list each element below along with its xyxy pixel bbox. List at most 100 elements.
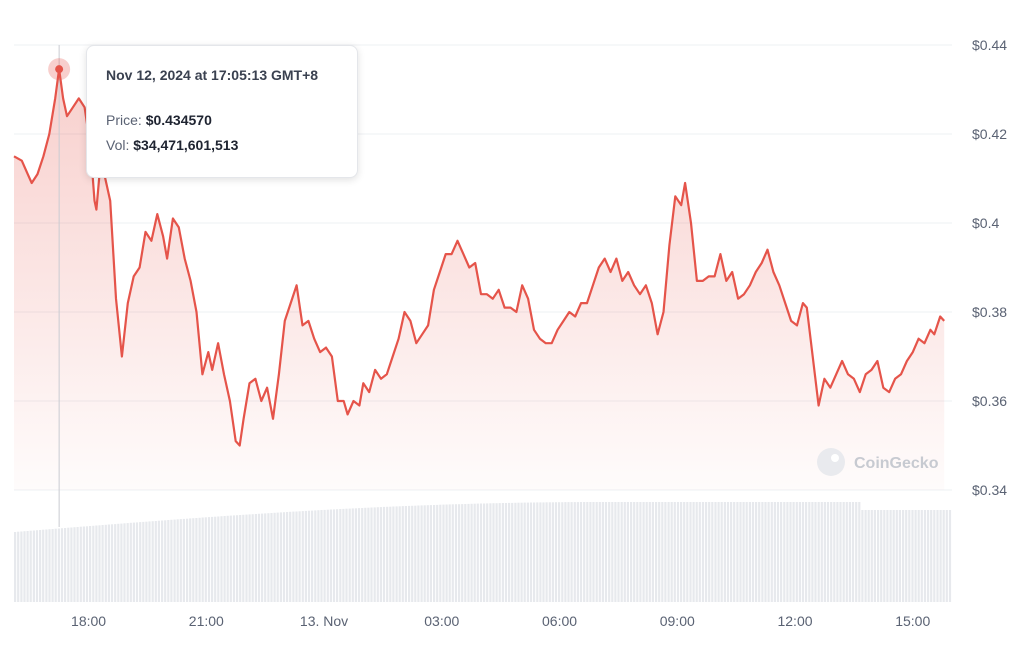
volume-bar [858, 502, 861, 602]
volume-bar [645, 502, 648, 602]
volume-bar [423, 505, 426, 602]
volume-bar [886, 510, 889, 602]
x-tick-label: 09:00 [660, 613, 695, 629]
volume-bar [198, 517, 201, 602]
volume-bar [317, 510, 320, 602]
volume-bar [651, 502, 654, 602]
volume-bar [836, 502, 839, 602]
volume-bar [23, 531, 26, 602]
volume-bar [826, 502, 830, 602]
volume-bar [207, 517, 211, 602]
volume-bar [167, 520, 170, 602]
volume-bar [839, 502, 842, 602]
volume-bar [939, 510, 942, 602]
volume-bar [101, 525, 104, 602]
volume-bar [823, 502, 826, 602]
volume-bar [723, 502, 726, 602]
volume-bar [564, 502, 567, 602]
volume-bar [780, 502, 783, 602]
volume-bar [429, 505, 432, 602]
volume-bar [708, 502, 711, 602]
volume-bar [145, 521, 148, 602]
volume-bar [570, 502, 573, 602]
volume-bar [808, 502, 811, 602]
volume-bar [805, 502, 808, 602]
volume-bar [89, 526, 92, 602]
volume-bar [114, 524, 117, 602]
volume-bar [470, 503, 473, 602]
volume-bar [135, 522, 139, 602]
volume-bar [226, 515, 229, 602]
volume-bar [151, 521, 154, 602]
volume-bar [567, 502, 570, 602]
volume-bar [773, 502, 776, 602]
volume-bar [917, 510, 920, 602]
volume-bar [342, 508, 345, 602]
volume-bar [461, 504, 464, 602]
volume-bar [154, 521, 157, 602]
volume-bar [304, 510, 307, 602]
volume-bar [489, 503, 492, 602]
volume-bar [236, 515, 239, 602]
x-tick-label: 18:00 [71, 613, 106, 629]
volume-bar [554, 502, 558, 602]
volume-bar [914, 510, 917, 602]
volume-bar [107, 524, 110, 602]
volume-bar [633, 502, 636, 602]
volume-bar [630, 502, 633, 602]
volume-bar [414, 505, 417, 602]
volume-bar [930, 510, 933, 602]
volume-bar [689, 502, 692, 602]
volume-bar [17, 531, 20, 602]
volume-bar [348, 508, 351, 602]
volume-bar [511, 502, 514, 602]
volume-bar [864, 510, 867, 602]
volume-bar [861, 510, 864, 602]
volume-bar [795, 502, 798, 602]
volume-bar [82, 526, 85, 602]
volume-bar [351, 508, 354, 602]
volume-bar [445, 504, 448, 602]
volume-bar [636, 502, 639, 602]
x-tick-label: 06:00 [542, 613, 577, 629]
volume-bar [458, 504, 461, 602]
volume-bar [367, 507, 370, 602]
volume-bar [267, 513, 270, 602]
volume-bar [880, 510, 883, 602]
volume-bar [545, 502, 548, 602]
volume-bar [539, 502, 542, 602]
volume-bar [611, 502, 614, 602]
volume-bar [364, 507, 367, 602]
volume-bar [667, 502, 670, 602]
x-tick-label: 15:00 [895, 613, 930, 629]
volume-bar [454, 504, 458, 602]
volume-bar [830, 502, 833, 602]
volume-bar [486, 503, 489, 602]
volume-bar [433, 505, 436, 602]
volume-bar [251, 514, 254, 602]
volume-bar [379, 507, 382, 602]
volume-bar [201, 517, 204, 602]
volume-bar [261, 513, 264, 602]
volume-bar [164, 520, 167, 602]
volume-bar [476, 503, 479, 602]
volume-bar [35, 530, 39, 602]
volume-bar [132, 522, 135, 602]
volume-bar [289, 511, 292, 602]
volume-bar [389, 506, 392, 602]
volume-bar [464, 504, 467, 602]
volume-bar [933, 510, 936, 602]
volume-bar [79, 526, 82, 602]
volume-bar [195, 518, 198, 602]
volume-bar [386, 506, 389, 602]
coingecko-logo-icon [817, 448, 845, 476]
volume-bar [751, 502, 755, 602]
volume-bar [533, 502, 536, 602]
tooltip-date: Nov 12, 2024 at 17:05:13 GMT+8 [106, 67, 319, 83]
volume-bar [110, 524, 114, 602]
volume-bar [439, 504, 442, 602]
volume-bar [655, 502, 658, 602]
volume-bar [483, 503, 486, 602]
volume-bar [26, 531, 29, 602]
x-tick-label: 13. Nov [300, 613, 348, 629]
